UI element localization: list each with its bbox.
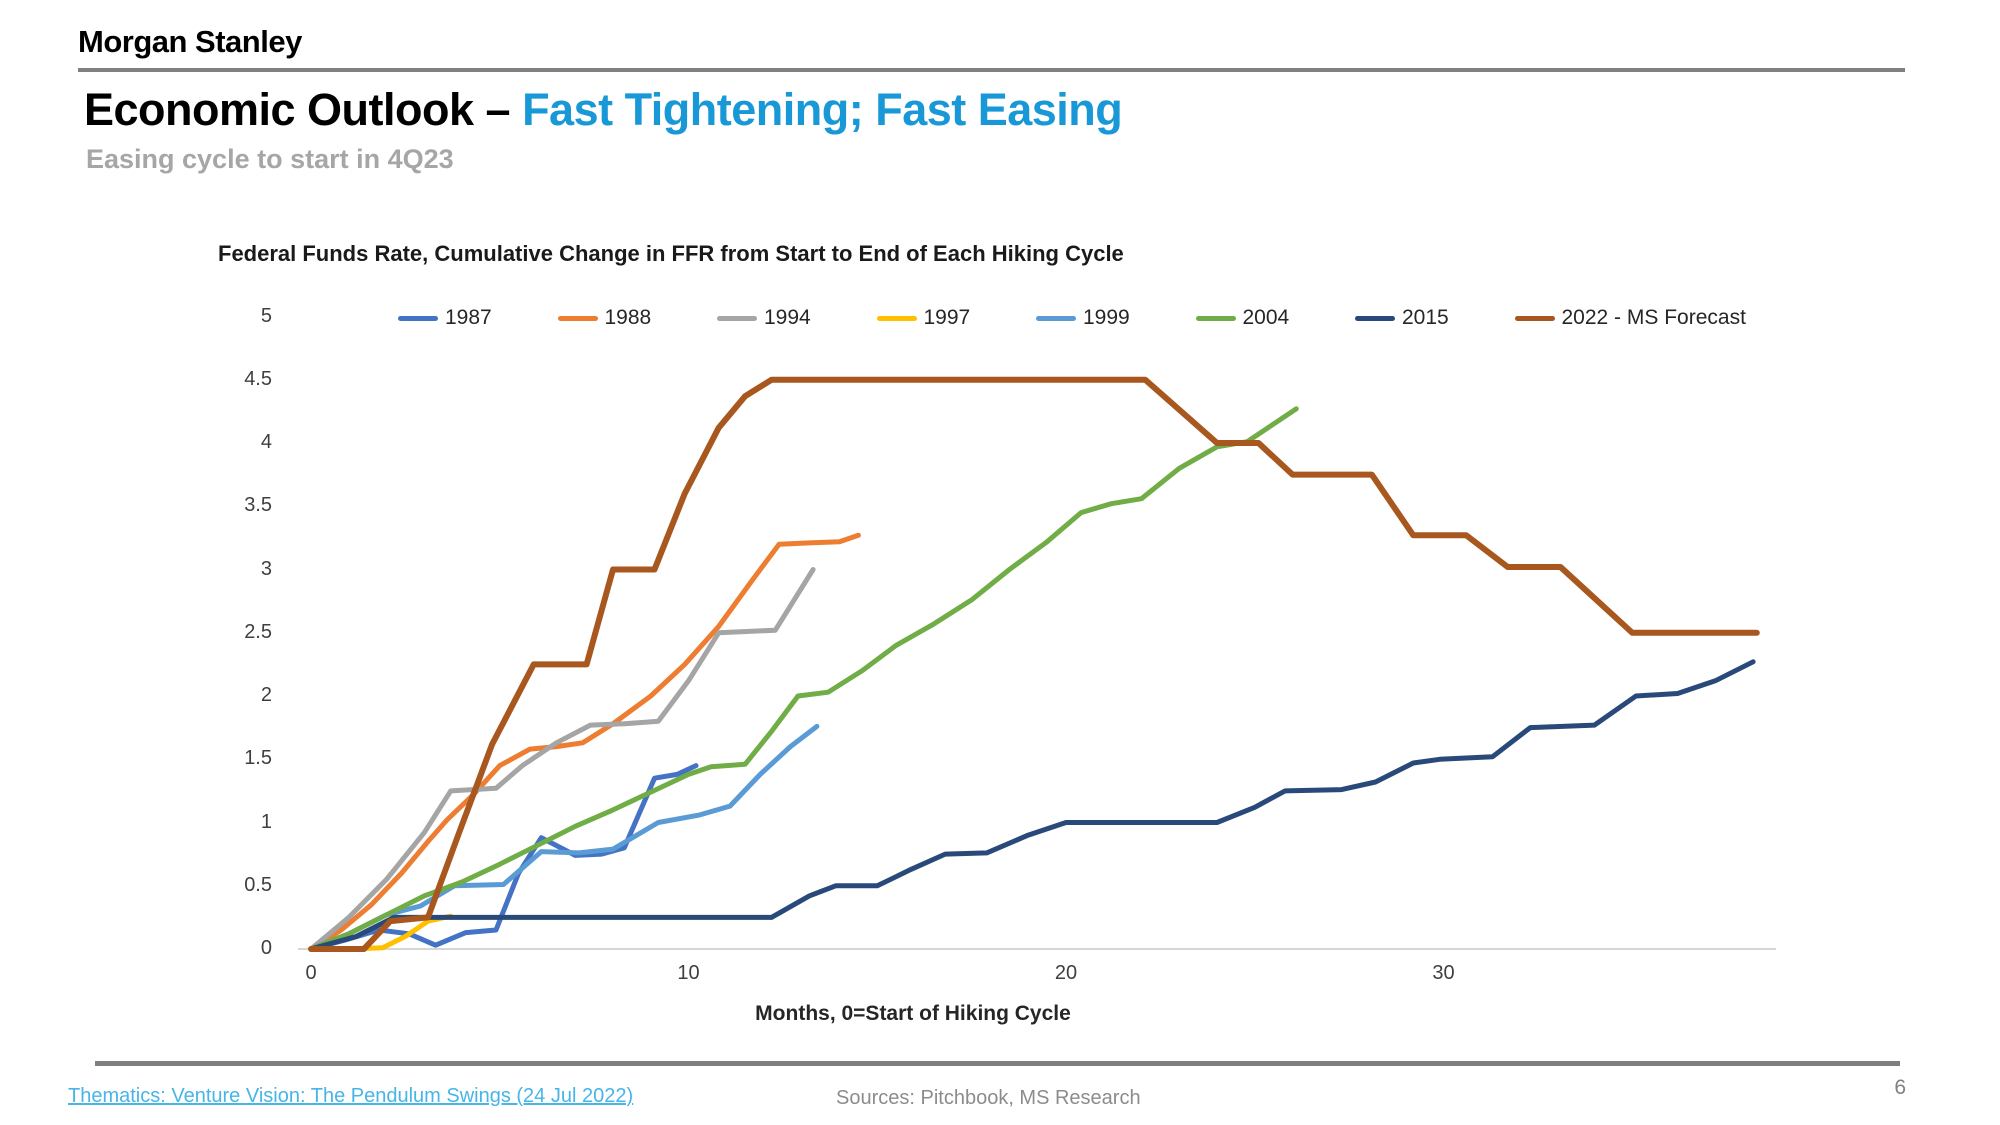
y-tick-label: 1 bbox=[260, 810, 272, 833]
legend-swatch bbox=[1036, 315, 1076, 321]
series-line-1988 bbox=[308, 532, 861, 952]
legend-swatch bbox=[398, 315, 438, 321]
legend-label: 1997 bbox=[923, 306, 971, 329]
y-tick-label: 2 bbox=[260, 684, 272, 706]
y-tick-label: 2.5 bbox=[244, 620, 272, 643]
legend-swatch bbox=[1514, 315, 1555, 321]
legend-label: 2022 - MS Forecast bbox=[1561, 306, 1746, 329]
x-tick-label: 30 bbox=[1432, 962, 1455, 984]
chart-legend: 1987 1988 1994 1997 1999 2004 2015 2022 - MS Fo… bbox=[398, 306, 1746, 330]
legend-swatch bbox=[557, 315, 598, 321]
x-tick-label: 20 bbox=[1054, 962, 1078, 984]
page-title-black: Economic Outlook – bbox=[84, 84, 523, 135]
page-subtitle: Easing cycle to start in 4Q23 bbox=[86, 144, 454, 174]
legend-item-1994: 1994 bbox=[717, 306, 811, 330]
x-tick-label: 10 bbox=[677, 962, 700, 984]
legend-item-1987: 1987 bbox=[398, 306, 492, 330]
legend-item-1999: 1999 bbox=[1036, 306, 1130, 330]
footer-divider bbox=[95, 1061, 1900, 1066]
x-axis-title: Months, 0=Start of Hiking Cycle bbox=[755, 1002, 1071, 1025]
y-tick-label: 3.5 bbox=[244, 494, 272, 517]
legend-label: 1988 bbox=[604, 306, 652, 329]
page-number: 6 bbox=[1894, 1076, 1906, 1099]
footer-report-link[interactable]: Thematics: Venture Vision: The Pendulum … bbox=[68, 1085, 634, 1107]
legend-label: 2004 bbox=[1242, 306, 1290, 329]
y-tick-label: 4.5 bbox=[244, 367, 272, 390]
legend-swatch bbox=[1355, 315, 1395, 321]
legend-swatch bbox=[1195, 315, 1236, 321]
y-tick-label: 3 bbox=[260, 557, 272, 580]
legend-label: 1987 bbox=[445, 306, 492, 329]
page-title-blue: Fast Tightening; Fast Easing bbox=[522, 84, 1123, 135]
morgan-stanley-logo: Morgan Stanley bbox=[78, 24, 302, 59]
legend-label: 1994 bbox=[764, 306, 811, 329]
x-tick-label: 0 bbox=[305, 962, 317, 984]
y-tick-label: 4 bbox=[260, 431, 272, 453]
y-tick-label: 1.5 bbox=[244, 747, 272, 770]
legend-swatch bbox=[717, 315, 757, 321]
series-line-2022-ms-forecast bbox=[308, 376, 1760, 952]
y-tick-label: 5 bbox=[260, 304, 272, 327]
series-line-2004 bbox=[308, 406, 1299, 952]
chart-title: Federal Funds Rate, Cumulative Change in… bbox=[218, 241, 1124, 266]
page-title: Economic Outlook – Fast Tightening; Fast… bbox=[84, 84, 1123, 136]
header-divider bbox=[78, 68, 1905, 72]
legend-item-1988: 1988 bbox=[557, 306, 652, 330]
legend-item-1997: 1997 bbox=[876, 306, 971, 330]
footer-sources: Sources: Pitchbook, MS Research bbox=[836, 1087, 1141, 1109]
legend-label: 2015 bbox=[1402, 306, 1449, 329]
legend-item-2022-ms-forecast: 2022 - MS Forecast bbox=[1514, 306, 1746, 330]
legend-item-2004: 2004 bbox=[1195, 306, 1290, 330]
y-tick-label: 0 bbox=[260, 937, 272, 959]
y-tick-label: 0.5 bbox=[244, 873, 272, 896]
series-line-1994 bbox=[308, 567, 816, 952]
legend-item-2015: 2015 bbox=[1355, 306, 1449, 330]
legend-label: 1999 bbox=[1083, 306, 1130, 329]
legend-swatch bbox=[876, 315, 917, 321]
series-line-2015 bbox=[308, 659, 1756, 952]
